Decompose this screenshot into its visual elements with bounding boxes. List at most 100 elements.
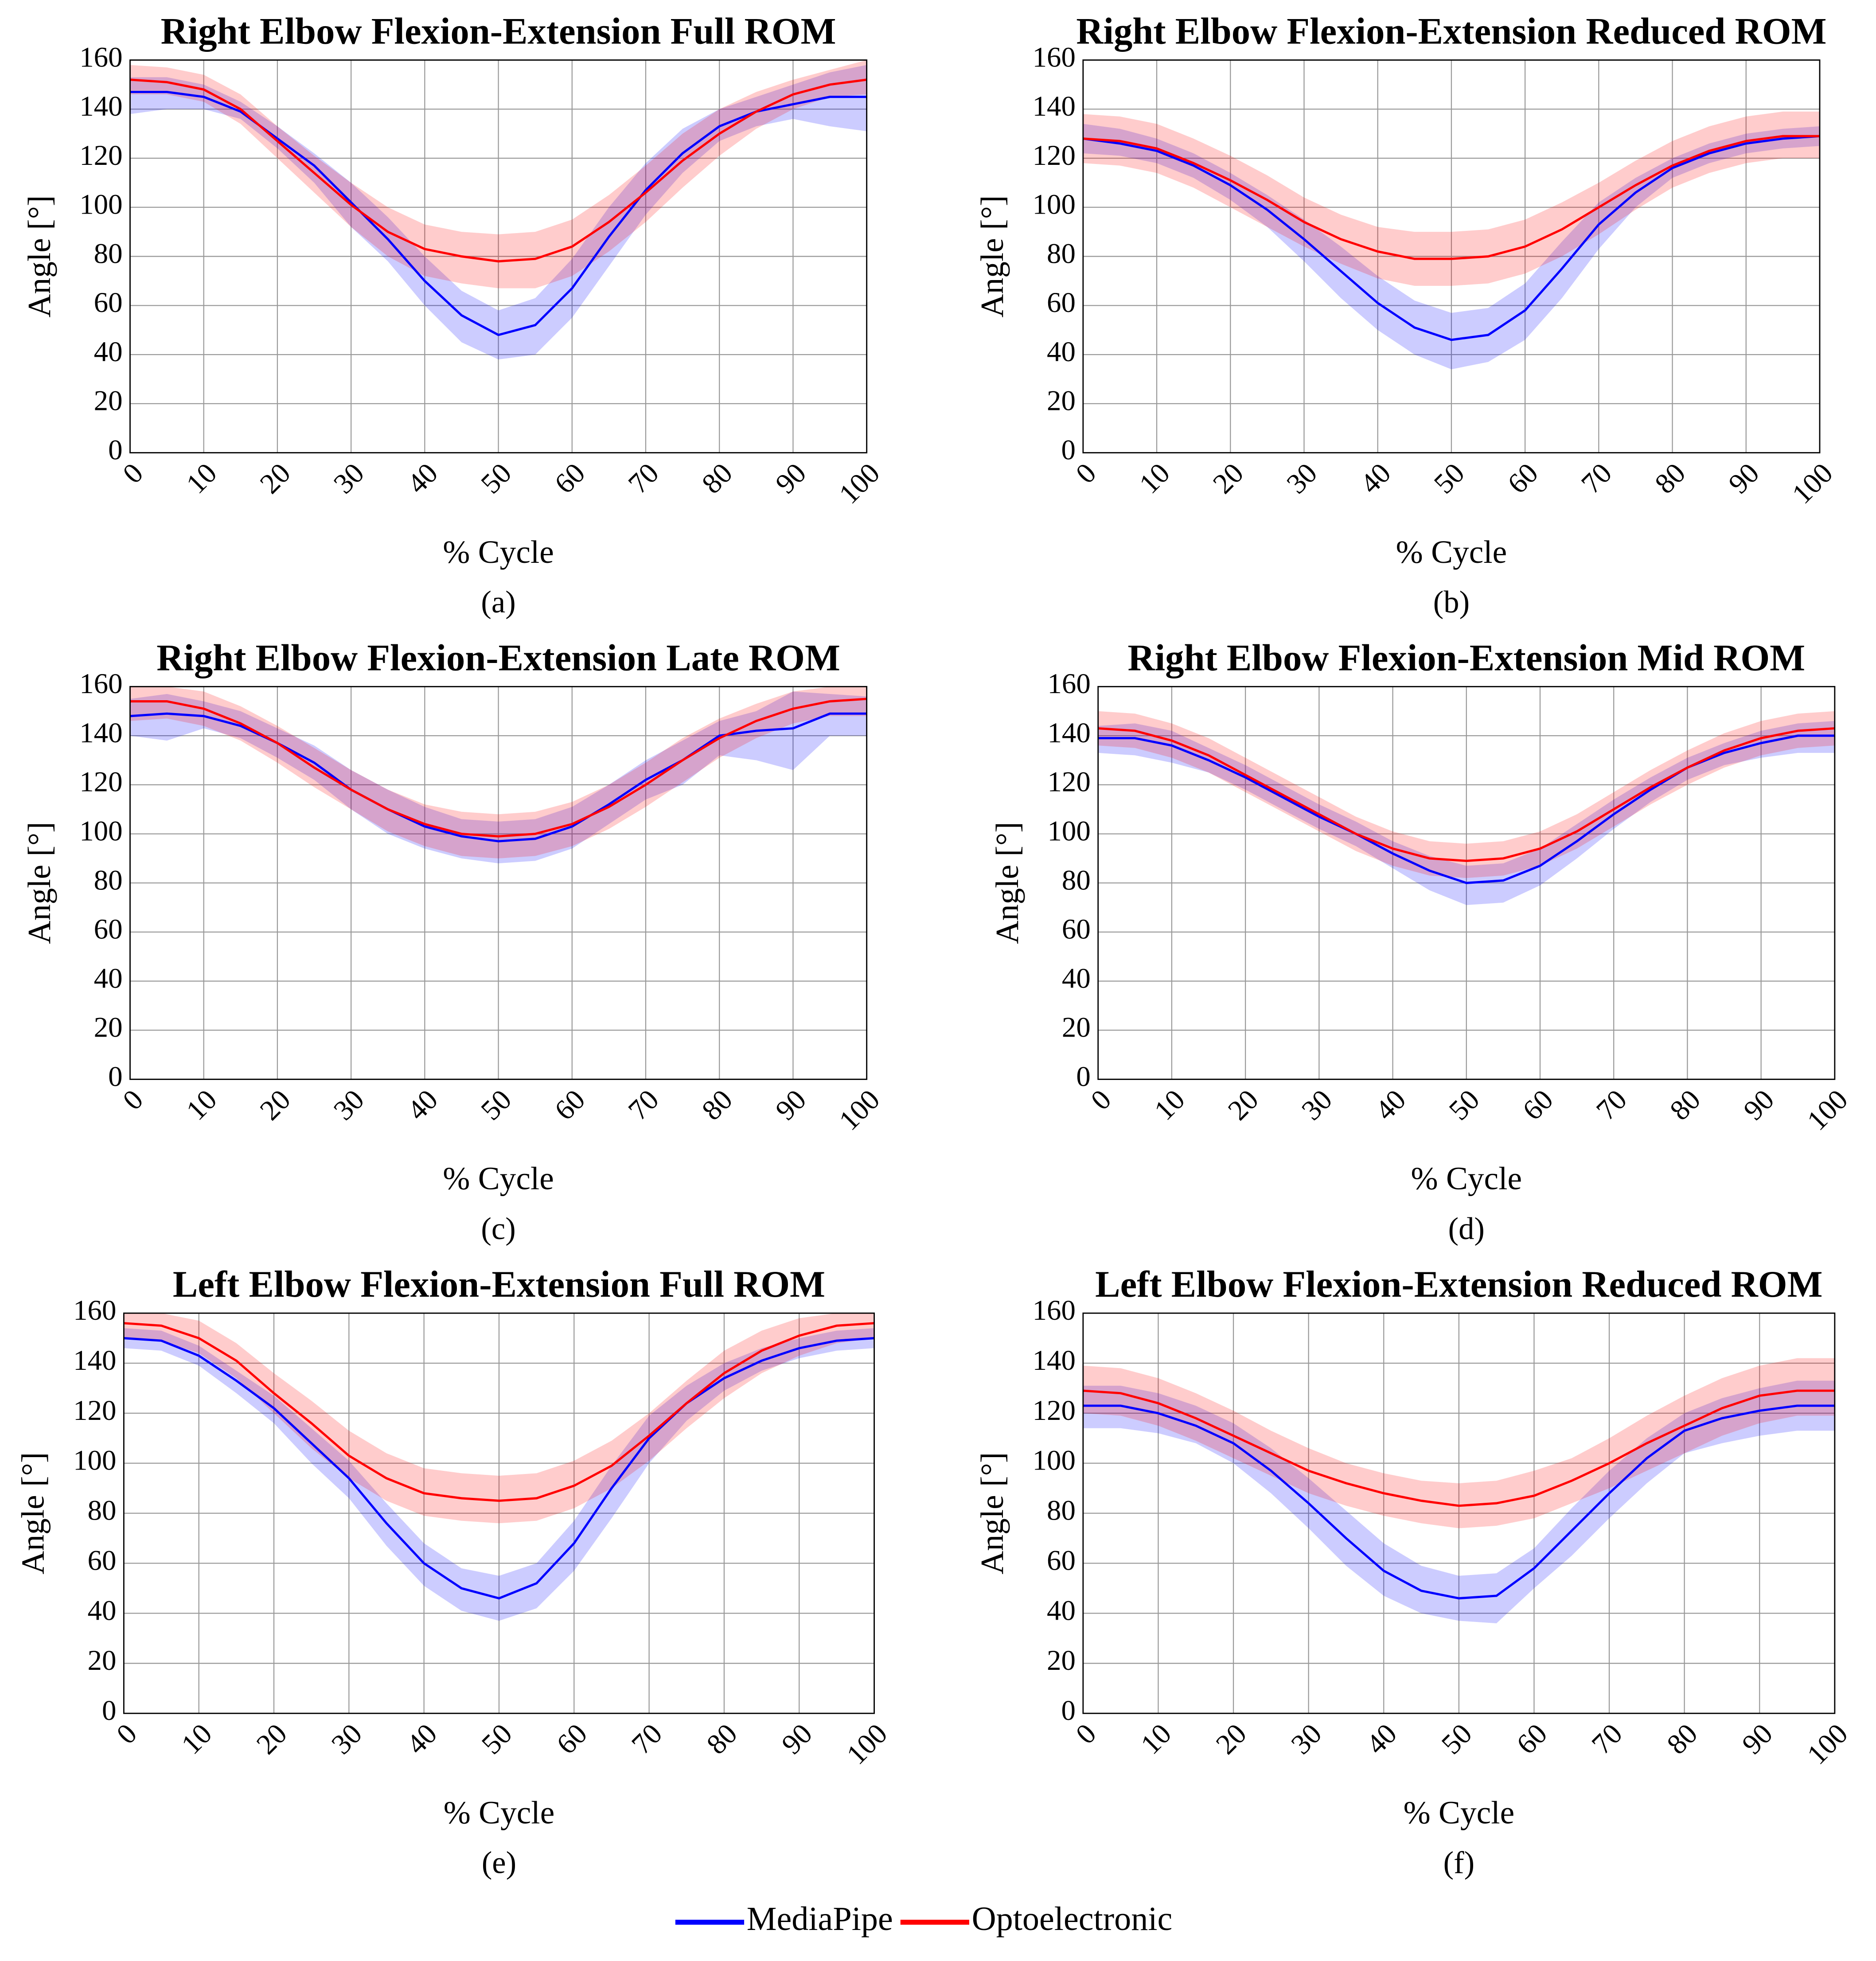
x-tick-label: 30 [328, 1084, 371, 1127]
y-tick-label: 40 [1047, 336, 1076, 368]
x-tick-label: 30 [325, 1718, 368, 1761]
x-axis-label: % Cycle [1404, 1794, 1515, 1830]
y-tick-label: 60 [88, 1544, 117, 1576]
x-axis-label: % Cycle [443, 1161, 554, 1197]
x-tick-label: 90 [1736, 1718, 1779, 1761]
line [1083, 1404, 1835, 1600]
y-tick-label: 80 [1047, 238, 1076, 269]
caption: (e) [482, 1846, 516, 1880]
x-tick-label: 40 [1360, 1718, 1403, 1761]
band [124, 1328, 874, 1621]
x-tick-label: 90 [769, 457, 812, 500]
x-tick-label: 100 [1801, 1084, 1854, 1137]
band [124, 1313, 874, 1524]
y-axis-label: Angle [°] [989, 822, 1025, 944]
x-tick-label: 100 [833, 457, 886, 510]
legend-label: MediaPipe [747, 1900, 893, 1938]
caption: (f) [1443, 1846, 1474, 1880]
x-tick-label: 70 [626, 1718, 669, 1761]
x-tick-label: 60 [1502, 457, 1544, 500]
x-tick-label: 60 [1517, 1084, 1560, 1127]
x-tick-label: 50 [476, 1718, 519, 1761]
y-tick-label: 100 [79, 815, 122, 847]
x-tick-label: 50 [475, 457, 518, 500]
y-tick-label: 0 [1061, 434, 1075, 466]
line [1083, 135, 1820, 341]
x-tick-label: 50 [1428, 457, 1471, 500]
y-tick-label: 20 [94, 385, 123, 417]
y-axis-label: Angle [°] [15, 1452, 51, 1575]
y-tick-label: 60 [94, 287, 123, 319]
y-axis-label: Angle [°] [974, 195, 1010, 318]
y-tick-label: 160 [1047, 668, 1090, 700]
x-tick-label: 80 [701, 1718, 744, 1761]
y-tick-label: 120 [79, 766, 122, 798]
y-tick-label: 80 [94, 238, 123, 269]
x-tick-label: 10 [176, 1718, 218, 1761]
chart-title: Right Elbow Flexion-Extension Late ROM [156, 637, 840, 678]
caption: (b) [1433, 585, 1470, 620]
x-axis-label: % Cycle [443, 534, 554, 570]
y-axis-label: Angle [°] [21, 822, 57, 944]
line [124, 1337, 874, 1600]
line [124, 1322, 874, 1502]
y-tick-label: 80 [1062, 864, 1091, 896]
x-tick-label: 10 [1135, 1718, 1178, 1761]
x-tick-label: 90 [776, 1718, 819, 1761]
band [130, 60, 867, 288]
x-tick-label: 0 [1070, 457, 1103, 490]
y-tick-label: 40 [94, 336, 123, 368]
line [1098, 727, 1835, 862]
x-tick-label: 70 [1590, 1084, 1633, 1127]
x-tick-label: 20 [1222, 1084, 1265, 1127]
y-tick-label: 0 [1061, 1695, 1075, 1727]
band [1083, 111, 1820, 286]
x-tick-label: 60 [550, 1718, 593, 1761]
axes-frame [129, 686, 868, 1080]
x-tick-label: 50 [1435, 1718, 1478, 1761]
x-tick-label: 10 [180, 1084, 223, 1127]
y-tick-label: 20 [88, 1645, 117, 1676]
x-tick-label: 40 [401, 457, 444, 500]
y-tick-label: 40 [1062, 963, 1091, 994]
legend-label: Optoelectronic [972, 1900, 1173, 1938]
x-tick-label: 90 [769, 1084, 812, 1127]
x-tick-label: 100 [833, 1084, 886, 1137]
axes-frame [1097, 686, 1836, 1080]
y-tick-label: 160 [79, 41, 122, 73]
y-tick-label: 140 [73, 1345, 116, 1376]
x-tick-label: 70 [622, 457, 665, 500]
x-tick-label: 20 [254, 1084, 297, 1127]
x-tick-label: 50 [1443, 1084, 1486, 1127]
x-tick-label: 10 [1148, 1084, 1191, 1127]
y-tick-label: 160 [73, 1294, 116, 1326]
axes-frame [1082, 59, 1821, 454]
x-tick-label: 0 [1070, 1718, 1103, 1750]
x-tick-label: 20 [254, 457, 297, 500]
band [1098, 721, 1835, 905]
y-tick-label: 80 [94, 864, 123, 896]
y-tick-label: 60 [94, 913, 123, 945]
x-tick-label: 40 [401, 1084, 444, 1127]
y-tick-label: 120 [1033, 1395, 1076, 1427]
line [1083, 135, 1820, 260]
x-axis-label: % Cycle [1396, 534, 1507, 570]
y-tick-label: 160 [79, 668, 122, 700]
y-tick-label: 20 [1047, 1645, 1076, 1676]
y-axis-label: Angle [°] [974, 1452, 1010, 1575]
x-tick-label: 80 [696, 457, 739, 500]
x-tick-label: 80 [1664, 1084, 1707, 1127]
x-tick-label: 40 [401, 1718, 444, 1761]
y-tick-label: 160 [1033, 1294, 1076, 1326]
chart-title: Right Elbow Flexion-Extension Reduced RO… [1076, 11, 1826, 52]
chart-title: Right Elbow Flexion-Extension Mid ROM [1127, 637, 1805, 678]
y-tick-label: 120 [1033, 140, 1076, 172]
y-tick-label: 140 [79, 717, 122, 749]
chart-title: Left Elbow Flexion-Extension Reduced ROM [1095, 1264, 1822, 1305]
y-tick-label: 20 [1047, 385, 1076, 417]
x-axis-label: % Cycle [444, 1794, 555, 1830]
y-tick-label: 100 [1047, 815, 1090, 847]
caption: (a) [481, 585, 515, 620]
x-tick-label: 40 [1354, 457, 1397, 500]
